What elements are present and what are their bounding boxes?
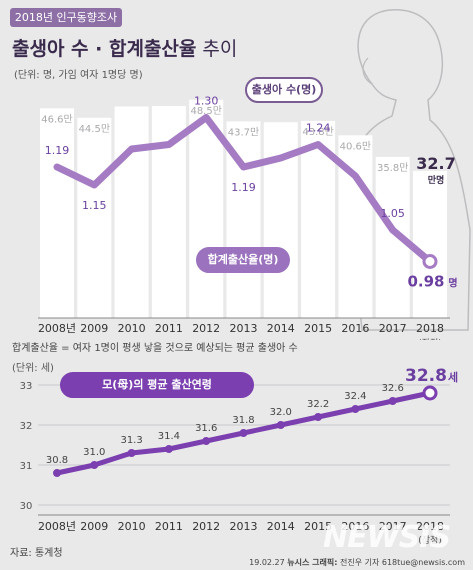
- age-x-tick-label: 2010: [118, 520, 146, 533]
- age-x-tick-label: 2017: [379, 520, 407, 533]
- age-y-tick-label: 31: [20, 461, 33, 472]
- births-unit-label: 만명: [428, 174, 445, 186]
- age-value-label: 31.8: [232, 415, 254, 426]
- x-tick-label: 2017: [379, 322, 407, 335]
- age-unit-label: (단위: 세): [12, 361, 54, 374]
- survey-tag: 2018년 인구동향조사: [10, 8, 122, 27]
- x-tick-label: 2010: [118, 322, 146, 335]
- age-point: [388, 397, 397, 405]
- title-suffix: 추이: [196, 38, 238, 60]
- births-value-label: 40.6만: [340, 140, 371, 152]
- births-value-label: 35.8만: [377, 162, 408, 174]
- credit-date: 19.02.27: [249, 558, 285, 567]
- x-tick-label: 2008년: [38, 322, 76, 335]
- x-tick-label: 2014: [267, 322, 295, 335]
- title-main: 출생아 수 · 합계출산율: [12, 38, 197, 60]
- unit-note: (단위: 명, 가임 여자 1명당 명): [14, 70, 143, 81]
- tfr-value-label: 1.24: [306, 122, 331, 135]
- tfr-end-marker: [422, 254, 438, 269]
- credit-brand: 뉴시스 그래픽:: [287, 558, 338, 567]
- age-y-tick-label: 30: [20, 501, 33, 512]
- age-value-label: 31.4: [158, 431, 180, 442]
- tfr-series-line: [53, 114, 434, 265]
- age-x-tick-label: 2008년: [38, 520, 76, 533]
- x-tick-label: 2015: [304, 322, 332, 335]
- age-value-label: 32.2: [307, 399, 329, 410]
- page-title: 출생아 수 · 합계출산율 추이: [12, 34, 237, 61]
- tfr-definition: 합계출산율 = 여자 1명이 평생 낳을 것으로 예상되는 평균 출생아 수: [12, 343, 298, 354]
- age-x-tick-label: 2016: [341, 520, 369, 533]
- age-value-label: 32.8: [405, 366, 447, 386]
- births-value-label: 32.7: [416, 154, 455, 173]
- age-value-label: 32.4: [344, 391, 366, 402]
- age-point: [276, 421, 285, 429]
- tfr-value-label: 1.19: [45, 144, 70, 157]
- x-tick-sublabel: (잠정): [418, 338, 442, 340]
- births-bar: [77, 117, 112, 318]
- x-tick-label: 2009: [80, 322, 108, 335]
- tfr-value-label: 0.98: [407, 273, 444, 291]
- age-y-tick-label: 33: [20, 381, 33, 392]
- age-point: [127, 449, 136, 457]
- credit-author: 전진우 기자 618tue@newsis.com: [339, 558, 465, 567]
- births-legend-bubble: 출생아 수(명): [245, 77, 323, 103]
- age-x-tick-sublabel: (잠정): [418, 535, 442, 546]
- births-bar: [413, 170, 447, 318]
- age-value-label: 31.6: [195, 423, 217, 434]
- tfr-value-label: 1.19: [231, 181, 256, 194]
- tfr-unit-label: 명: [448, 277, 457, 290]
- age-value-label: 30.8: [46, 455, 68, 466]
- tfr-value-label: 1.30: [194, 95, 219, 108]
- age-point: [53, 469, 61, 477]
- x-tick-label: 2012: [192, 322, 220, 335]
- age-x-tick-label: 2009: [80, 520, 108, 533]
- mother-age-chart: (단위: 세) 33 32 31 30 30.8 31.0 31.3 31.4 31.6 31.8 3…: [12, 361, 458, 546]
- births-value-label: 43.7만: [228, 126, 259, 138]
- source-note: 자료: 통계청: [10, 548, 63, 559]
- age-point: [90, 461, 99, 469]
- credit-line: 19.02.27 뉴시스 그래픽: 전진우 기자 618tue@newsis.c…: [249, 557, 465, 568]
- births-value-label: 43.8만: [302, 126, 333, 138]
- x-tick-label: 2013: [230, 322, 258, 335]
- age-x-tick-label: 2018: [416, 520, 444, 533]
- age-x-tick-label: 2011: [155, 520, 183, 533]
- births-value-label: 44.5만: [79, 123, 110, 135]
- newsis-watermark: NEWSIS: [323, 520, 451, 555]
- age-x-tick-label: 2015: [304, 520, 332, 533]
- x-tick-label: 2018: [416, 322, 444, 335]
- births-bar: [114, 106, 149, 318]
- age-x-tick-label: 2012: [192, 520, 220, 533]
- age-value-label: 32.0: [270, 407, 292, 418]
- births-bar: [40, 108, 74, 318]
- tfr-value-label: 1.05: [380, 207, 405, 220]
- age-title-bubble: 모(母)의 평균 출산연령: [60, 372, 254, 398]
- births-tfr-chart: 46.6만 44.5만 48.5만 43.7만 43.8만 40.6만 35.8만 32.7만…: [38, 95, 458, 341]
- age-point: [202, 437, 211, 445]
- births-value-label: 48.5만: [190, 105, 221, 117]
- x-tick-label: 2016: [341, 322, 369, 335]
- tfr-legend-bubble: 합계출산율(명): [196, 247, 290, 273]
- tfr-value-label: 1.15: [82, 199, 107, 212]
- age-point: [164, 445, 173, 453]
- age-point: [351, 405, 360, 413]
- age-value-label: 32.6: [382, 383, 404, 394]
- x-tick-label: 2011: [155, 322, 183, 335]
- age-point: [422, 385, 438, 401]
- age-point: [314, 413, 323, 421]
- age-unit-suffix: 세: [448, 370, 458, 384]
- age-y-tick-label: 32: [20, 421, 33, 432]
- age-x-tick-label: 2013: [230, 520, 258, 533]
- age-x-tick-label: 2014: [267, 520, 295, 533]
- age-point: [239, 429, 248, 437]
- births-value-label: 46.6만: [41, 113, 72, 125]
- age-value-label: 31.3: [120, 435, 142, 446]
- age-value-label: 31.0: [83, 447, 105, 458]
